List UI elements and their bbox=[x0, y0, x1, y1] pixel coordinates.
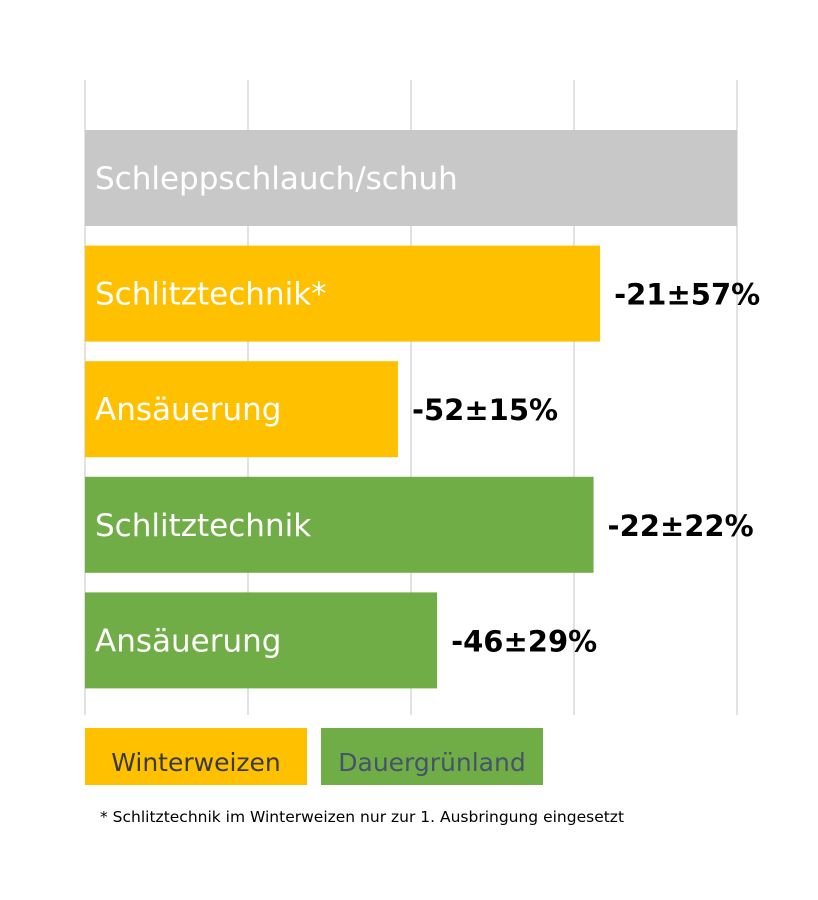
footnote: * Schlitztechnik im Winterweizen nur zur… bbox=[100, 808, 624, 826]
bar-value-label: -52±15% bbox=[412, 393, 558, 427]
bar bbox=[85, 245, 601, 342]
legend-swatch bbox=[85, 728, 307, 785]
legend-label: Dauergrünland bbox=[338, 748, 525, 777]
bar-value-label: -22±22% bbox=[608, 509, 754, 543]
bar-category-label: Ansäuerung bbox=[95, 392, 281, 428]
bar bbox=[85, 361, 398, 458]
bar-value-label: -21±57% bbox=[614, 278, 760, 312]
bar-category-label: Schleppschlauch/schuh bbox=[95, 161, 458, 197]
bar-category-label: Ansäuerung bbox=[95, 623, 281, 659]
bar-category-label: Schlitztechnik* bbox=[95, 277, 327, 313]
bar bbox=[85, 130, 737, 226]
bar bbox=[85, 476, 594, 573]
bar-value-label: -46±29% bbox=[451, 624, 597, 658]
bars bbox=[85, 130, 737, 689]
legend: Winterweizen Dauergrünland bbox=[85, 728, 543, 785]
bar bbox=[85, 592, 438, 689]
legend-label: Winterweizen bbox=[111, 748, 281, 777]
value-labels: -21±57% -52±15% -22±22% -46±29% bbox=[412, 278, 760, 659]
bar-labels: Schleppschlauch/schuh Schlitztechnik* Ansä… bbox=[95, 161, 458, 659]
legend-swatch bbox=[321, 728, 543, 785]
bar-category-label: Schlitztechnik bbox=[95, 508, 311, 544]
